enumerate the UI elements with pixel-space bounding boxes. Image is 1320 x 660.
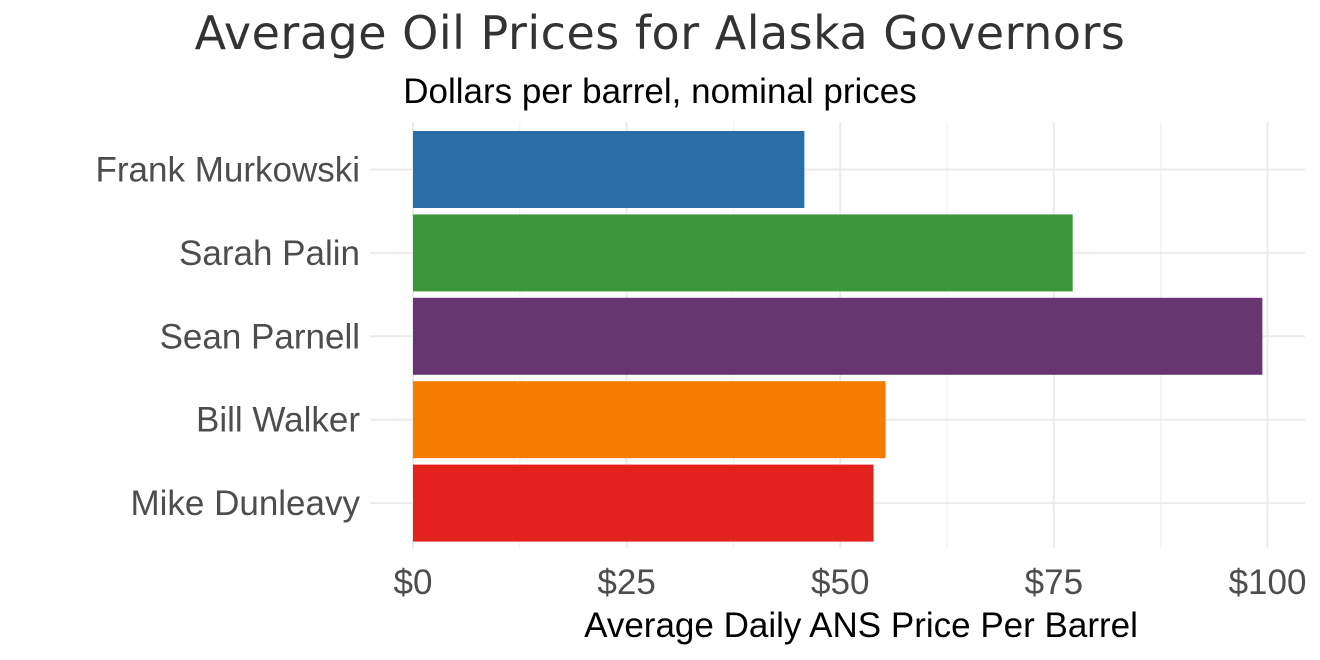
x-tick-label: $100 [1229, 563, 1307, 602]
x-tick-label: $50 [811, 563, 869, 602]
category-label: Bill Walker [196, 401, 360, 440]
x-tick-label: $0 [394, 563, 433, 602]
chart-subtitle: Dollars per barrel, nominal prices [403, 72, 917, 111]
x-tick-label: $25 [597, 563, 655, 602]
category-label: Sean Parnell [160, 317, 360, 356]
category-label: Mike Dunleavy [130, 484, 360, 523]
bar-bill-walker [413, 381, 886, 459]
x-tick-label: $75 [1025, 563, 1083, 602]
bar-sarah-palin [413, 214, 1073, 292]
x-axis-title: Average Daily ANS Price Per Barrel [584, 606, 1138, 645]
category-label: Frank Murkowski [96, 151, 360, 190]
bar-mike-dunleavy [413, 464, 874, 542]
chart-title: Average Oil Prices for Alaska Governors [194, 6, 1126, 60]
bar-sean-parnell [413, 297, 1263, 375]
bar-frank-murkowski [413, 131, 805, 208]
category-label: Sarah Palin [179, 234, 360, 273]
